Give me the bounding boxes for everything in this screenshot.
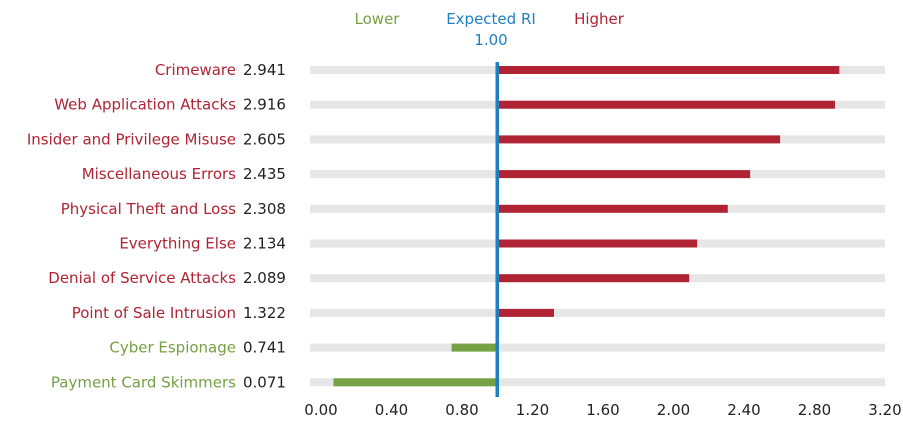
legend: Lower Expected RI 1.00 Higher bbox=[355, 10, 625, 49]
bar bbox=[497, 135, 781, 144]
bar bbox=[497, 170, 751, 179]
bar-track bbox=[310, 308, 885, 317]
x-tick-label: 2.80 bbox=[798, 401, 831, 419]
value-label: 2.134 bbox=[243, 235, 286, 253]
category-label: Cyber Espionage bbox=[109, 339, 236, 357]
category-label: Web Application Attacks bbox=[54, 96, 236, 114]
bar-track bbox=[310, 378, 885, 387]
value-label: 0.741 bbox=[243, 339, 286, 357]
category-label: Insider and Privilege Misuse bbox=[27, 130, 236, 148]
bar bbox=[497, 239, 698, 248]
bar bbox=[497, 274, 690, 283]
bar bbox=[497, 100, 835, 109]
x-tick-label: 0.40 bbox=[375, 401, 408, 419]
value-label: 2.916 bbox=[243, 96, 286, 114]
category-labels: Crimeware Web Application Attacks Insider … bbox=[27, 61, 236, 391]
value-labels: 2.941 2.916 2.605 2.435 2.308 2.134 2.089 1.322… bbox=[243, 61, 286, 391]
legend-higher-label: Higher bbox=[574, 10, 625, 28]
x-axis-ticks: 0.00 0.40 0.80 1.20 1.60 2.00 2.40 2.80 3.20 bbox=[304, 401, 901, 419]
category-label: Denial of Service Attacks bbox=[48, 269, 236, 287]
x-tick-label: 3.20 bbox=[868, 401, 901, 419]
bar bbox=[451, 343, 498, 352]
value-label: 2.308 bbox=[243, 200, 286, 218]
x-tick-label: 2.00 bbox=[657, 401, 690, 419]
category-label: Payment Card Skimmers bbox=[51, 373, 236, 391]
x-tick-label: 1.20 bbox=[516, 401, 549, 419]
value-label: 2.435 bbox=[243, 165, 286, 183]
category-label: Miscellaneous Errors bbox=[82, 165, 236, 183]
bar-tracks bbox=[310, 66, 885, 387]
legend-expected-value: 1.00 bbox=[474, 31, 507, 49]
category-label: Physical Theft and Loss bbox=[61, 200, 236, 218]
x-tick-label: 0.80 bbox=[445, 401, 478, 419]
category-label: Crimeware bbox=[155, 61, 236, 79]
x-tick-label: 0.00 bbox=[304, 401, 337, 419]
value-label: 1.322 bbox=[243, 304, 286, 322]
category-label: Everything Else bbox=[119, 235, 236, 253]
legend-expected-label: Expected RI bbox=[446, 10, 536, 28]
bar bbox=[497, 66, 840, 74]
bar bbox=[497, 308, 555, 317]
bar bbox=[333, 378, 498, 387]
bar-track bbox=[310, 343, 885, 352]
value-label: 2.089 bbox=[243, 269, 286, 287]
value-label: 0.071 bbox=[243, 373, 286, 391]
category-label: Point of Sale Intrusion bbox=[72, 304, 236, 322]
value-label: 2.941 bbox=[243, 61, 286, 79]
bars bbox=[333, 66, 840, 387]
legend-lower-label: Lower bbox=[355, 10, 401, 28]
value-label: 2.605 bbox=[243, 130, 286, 148]
bar bbox=[497, 204, 728, 213]
x-tick-label: 2.40 bbox=[727, 401, 760, 419]
x-tick-label: 1.60 bbox=[586, 401, 619, 419]
